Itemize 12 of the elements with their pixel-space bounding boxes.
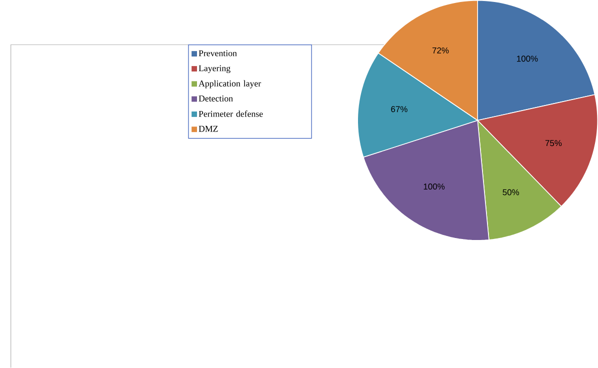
data-label: 72% [432, 47, 449, 54]
data-label: 67% [391, 106, 408, 112]
legend-label: Prevention [198, 50, 237, 56]
data-label: 50% [502, 189, 520, 196]
data-label: 75% [545, 140, 562, 146]
data-label: 100% [517, 56, 538, 62]
legend-label: DMZ [198, 126, 218, 132]
data-label: 100% [424, 184, 445, 190]
legend-label: Layering [198, 65, 230, 74]
legend-label: Perimeter defense [198, 110, 263, 117]
legend-label: Application layer [198, 80, 262, 88]
legend-label: Detection [198, 96, 233, 102]
